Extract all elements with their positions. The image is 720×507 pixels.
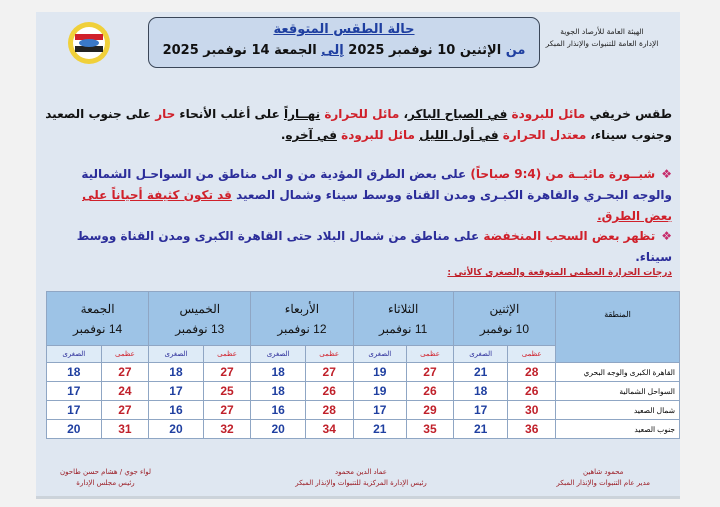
min-temp-header: الصغرى	[46, 345, 102, 363]
min-temp-cell: 21	[452, 419, 509, 439]
date-range: من الإثنين 10 نوفمبر 2025 إلى الجمعة 14 …	[149, 43, 539, 58]
title-box: حالة الطقس المتوقعة من الإثنين 10 نوفمبر…	[148, 17, 540, 68]
page-title: حالة الطقس المتوقعة	[273, 22, 415, 37]
max-temp-cell: 27	[304, 362, 354, 382]
signature-3: لواء جوي / هشام حسن طاحون رئيس مجلس الإدا…	[60, 468, 151, 487]
from-label: من	[505, 43, 526, 58]
min-temp-cell: 20	[148, 419, 204, 439]
min-temp-cell: 21	[352, 419, 408, 439]
max-temp-cell: 26	[507, 381, 556, 401]
day-header: الثلاثاء 11 نوفمبر	[352, 291, 454, 346]
min-temp-header: الصغرى	[148, 345, 204, 363]
table-row: القاهرة الكبرى والوجه البحري 28 21 27 19 27 18…	[46, 362, 680, 382]
max-temp-cell: 26	[406, 381, 454, 401]
max-temp-header: عظمى	[507, 345, 556, 363]
day-header: الجمعة 14 نوفمبر	[45, 291, 150, 346]
divider	[36, 496, 680, 499]
day-header: الإثنين 10 نوفمبر	[452, 291, 557, 346]
organization-name: الهيئة العامة للأرصاد الجوية الإدارة الع…	[532, 26, 672, 50]
min-temp-cell: 18	[250, 362, 306, 382]
max-temp-cell: 28	[507, 362, 556, 382]
max-temp-cell: 27	[100, 400, 150, 420]
max-temp-cell: 27	[100, 362, 150, 382]
diamond-bullet-icon: ❖	[661, 167, 672, 181]
max-temp-cell: 30	[507, 400, 556, 420]
max-temp-header: عظمى	[202, 345, 252, 363]
min-temp-cell: 17	[452, 400, 509, 420]
min-temp-cell: 18	[148, 362, 204, 382]
min-temp-cell: 18	[250, 381, 306, 401]
signature-1: محمود شاهين مدير عام التنبوات والإنذار ال…	[556, 468, 650, 487]
range-start: الإثنين 10 نوفمبر 2025	[348, 43, 502, 58]
signature-2: عماد الدين محمود رئيس الإدارة المركزية لل…	[295, 468, 427, 487]
max-temp-cell: 36	[507, 419, 556, 439]
max-temp-cell: 24	[100, 381, 150, 401]
range-end: الجمعة 14 نوفمبر 2025	[162, 43, 317, 58]
max-temp-cell: 35	[406, 419, 454, 439]
max-temp-cell: 31	[100, 419, 150, 439]
min-temp-cell: 16	[250, 400, 306, 420]
min-temp-cell: 19	[352, 362, 408, 382]
max-temp-header: عظمى	[100, 345, 150, 363]
max-temp-cell: 25	[202, 381, 252, 401]
table-row: جنوب الصعيد 36 21 35 21 34 20 32 20 31 20	[46, 419, 680, 439]
min-temp-cell: 17	[46, 400, 102, 420]
min-temp-header: الصغرى	[452, 345, 509, 363]
max-temp-cell: 34	[304, 419, 354, 439]
bullet-clouds: ❖تظهر بعض السحب المنخفضة على مناطق من شم…	[76, 229, 672, 264]
min-temp-cell: 18	[452, 381, 509, 401]
min-temp-header: الصغرى	[250, 345, 306, 363]
table-caption: درجات الحرارة العظمى المتوقعة والصغرى كا…	[447, 268, 672, 278]
forecast-document: الهيئة العامة للأرصاد الجوية الإدارة الع…	[36, 12, 680, 499]
max-temp-cell: 27	[202, 362, 252, 382]
min-temp-cell: 17	[46, 381, 102, 401]
day-header: الأربعاء 12 نوفمبر	[250, 291, 354, 346]
max-temp-header: عظمى	[304, 345, 354, 363]
region-name: شمال الصعيد	[555, 400, 680, 420]
region-header: المنطقة	[555, 291, 680, 363]
max-temp-header: عظمى	[406, 345, 454, 363]
summary-paragraph: طقس خريفي مائل للبرودة في الصباح الباكر،…	[45, 107, 672, 142]
min-temp-cell: 17	[352, 400, 408, 420]
region-name: السواحل الشمالية	[555, 381, 680, 401]
min-temp-cell: 16	[148, 400, 204, 420]
region-name: جنوب الصعيد	[555, 419, 680, 439]
max-temp-cell: 26	[304, 381, 354, 401]
min-temp-cell: 19	[352, 381, 408, 401]
meteorological-authority-logo	[68, 22, 110, 64]
bullet-fog: ❖شبــورة مائيــة من (9:4 صباحاً) على بعض…	[81, 167, 672, 223]
org-line-1: الهيئة العامة للأرصاد الجوية	[560, 27, 644, 36]
region-name: القاهرة الكبرى والوجه البحري	[555, 362, 680, 382]
max-temp-cell: 32	[202, 419, 252, 439]
table-row: شمال الصعيد 30 17 29 17 28 16 27 16 27 17	[46, 400, 680, 420]
to-label: إلى	[321, 43, 344, 58]
day-header: الخميس 13 نوفمبر	[148, 291, 252, 346]
min-temp-cell: 17	[148, 381, 204, 401]
diamond-bullet-icon: ❖	[661, 229, 672, 243]
max-temp-cell: 27	[406, 362, 454, 382]
table-row: السواحل الشمالية 26 18 26 19 26 18 25 17 24 17	[46, 381, 680, 401]
min-temp-cell: 21	[452, 362, 509, 382]
max-temp-cell: 28	[304, 400, 354, 420]
min-temp-cell: 20	[250, 419, 306, 439]
max-temp-cell: 29	[406, 400, 454, 420]
min-temp-header: الصغرى	[352, 345, 408, 363]
temperature-table: المنطقة الإثنين 10 نوفمبر الثلاثاء 11 نوفم…	[45, 291, 680, 439]
min-temp-cell: 20	[46, 419, 102, 439]
min-temp-cell: 18	[46, 362, 102, 382]
org-line-2: الإدارة العامة للتنبوات والإنذار المبكر	[545, 39, 659, 48]
max-temp-cell: 27	[202, 400, 252, 420]
